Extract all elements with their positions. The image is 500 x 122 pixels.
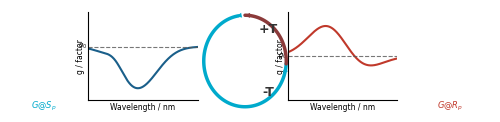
Text: +T: +T xyxy=(258,23,278,36)
Text: $g_0$: $g_0$ xyxy=(78,42,88,51)
X-axis label: Wavelength / nm: Wavelength / nm xyxy=(310,103,375,112)
Text: $G@R_p$: $G@R_p$ xyxy=(437,100,463,113)
Text: $g_0$: $g_0$ xyxy=(278,51,287,61)
X-axis label: Wavelength / nm: Wavelength / nm xyxy=(110,103,175,112)
Y-axis label: g / factor: g / factor xyxy=(276,39,284,74)
Y-axis label: g / factor: g / factor xyxy=(76,39,84,74)
Text: -T: -T xyxy=(262,86,274,99)
Text: $G@S_p$: $G@S_p$ xyxy=(31,100,56,113)
